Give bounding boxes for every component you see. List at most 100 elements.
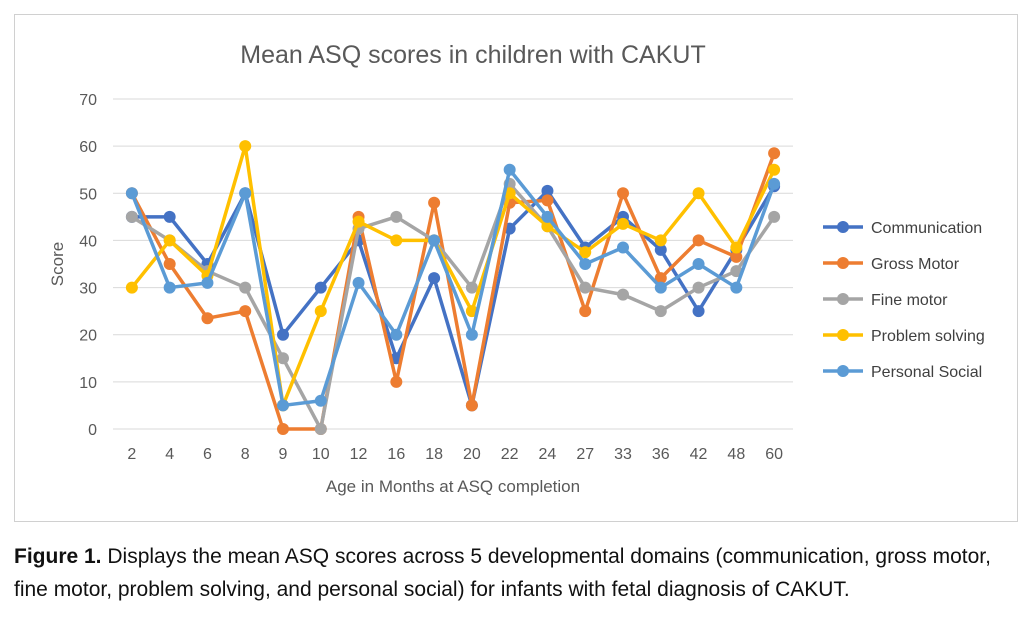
data-point <box>390 328 403 341</box>
data-point <box>390 234 403 247</box>
data-point <box>352 276 365 289</box>
data-point <box>465 328 478 341</box>
data-point <box>277 399 289 412</box>
x-tick-label: 24 <box>539 446 557 463</box>
data-point <box>314 394 327 407</box>
data-point <box>768 163 781 176</box>
data-point <box>163 234 176 247</box>
legend-label: Communication <box>871 220 982 237</box>
x-tick-label: 48 <box>727 446 745 463</box>
figure-caption: Figure 1. Displays the mean ASQ scores a… <box>14 540 1024 606</box>
series-line <box>130 144 776 408</box>
data-point <box>692 258 705 270</box>
data-point <box>654 234 667 247</box>
data-point <box>352 215 365 228</box>
caption-label: Figure 1. <box>14 545 102 568</box>
data-point <box>277 352 289 365</box>
data-point <box>239 281 252 294</box>
data-point <box>428 196 441 209</box>
data-point <box>617 187 629 200</box>
data-point <box>579 305 592 318</box>
chart-frame: Mean ASQ scores in children with CAKUT 0 1… <box>14 14 1018 522</box>
data-point <box>692 187 705 200</box>
data-point <box>654 281 667 294</box>
data-point <box>541 184 554 197</box>
data-point <box>163 210 176 223</box>
data-point <box>617 217 629 230</box>
data-point <box>654 305 667 318</box>
y-tick-label: 70 <box>79 92 97 109</box>
caption-text: Displays the mean ASQ scores across 5 de… <box>14 545 991 601</box>
data-point <box>239 187 252 200</box>
data-point <box>277 423 289 435</box>
data-point <box>125 210 138 223</box>
data-point <box>277 328 289 341</box>
data-point <box>617 288 629 301</box>
series-line <box>130 167 776 408</box>
chart-title: Mean ASQ scores in children with CAKUT <box>240 41 705 69</box>
data-point <box>201 276 214 289</box>
data-point <box>768 177 781 190</box>
y-tick-label: 30 <box>79 281 97 298</box>
legend-label: Personal Social <box>871 364 982 381</box>
x-tick-label: 9 <box>279 446 288 463</box>
x-tick-label: 2 <box>127 446 136 463</box>
data-point <box>465 399 478 412</box>
x-tick-label: 27 <box>576 446 594 463</box>
x-tick-label: 42 <box>690 446 708 463</box>
x-tick-label: 20 <box>463 446 481 463</box>
x-tick-label: 12 <box>350 446 368 463</box>
data-point <box>730 250 743 263</box>
data-point <box>579 246 592 259</box>
legend-label: Gross Motor <box>871 256 960 273</box>
data-point <box>692 305 705 318</box>
data-point <box>314 281 327 294</box>
x-tick-label: 36 <box>652 446 670 463</box>
data-point <box>314 423 327 435</box>
data-point <box>768 210 781 223</box>
legend-marker <box>837 329 849 341</box>
y-tick-label: 60 <box>79 139 97 156</box>
data-point <box>579 281 592 294</box>
data-point <box>390 210 403 223</box>
x-tick-label: 60 <box>765 446 783 463</box>
data-point <box>654 272 667 285</box>
data-point <box>163 281 176 294</box>
x-tick-label: 33 <box>614 446 632 463</box>
data-point <box>503 163 516 176</box>
data-point <box>579 258 592 270</box>
data-point <box>617 241 629 254</box>
data-point <box>163 258 176 270</box>
data-point <box>541 210 554 223</box>
legend-marker <box>837 257 849 269</box>
legend-marker <box>837 365 849 377</box>
data-point <box>239 305 252 318</box>
x-tick-label: 18 <box>425 446 443 463</box>
data-point <box>239 140 252 153</box>
data-point <box>125 187 138 200</box>
data-point <box>730 265 743 278</box>
data-point <box>730 281 743 294</box>
legend-label: Problem solving <box>871 328 985 345</box>
data-point <box>428 234 441 247</box>
x-tick-label: 8 <box>241 446 250 463</box>
y-axis-label: Score <box>48 242 67 286</box>
x-tick-label: 6 <box>203 446 212 463</box>
data-point <box>730 241 743 254</box>
data-point <box>692 281 705 294</box>
data-point <box>541 194 554 207</box>
y-tick-label: 20 <box>79 328 97 345</box>
x-tick-label: 4 <box>165 446 174 463</box>
data-point <box>125 281 138 294</box>
x-tick-label: 16 <box>387 446 405 463</box>
legend-marker <box>837 293 849 305</box>
x-axis-label: Age in Months at ASQ completion <box>326 477 580 496</box>
data-point <box>428 272 441 285</box>
data-point <box>768 147 781 160</box>
x-tick-label: 22 <box>501 446 519 463</box>
legend-label: Fine motor <box>871 292 948 309</box>
y-tick-label: 0 <box>88 422 97 439</box>
data-point <box>654 243 667 256</box>
data-point <box>692 234 705 247</box>
series-line <box>130 182 776 431</box>
